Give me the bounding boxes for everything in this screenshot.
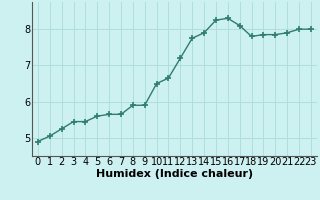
X-axis label: Humidex (Indice chaleur): Humidex (Indice chaleur) <box>96 169 253 179</box>
